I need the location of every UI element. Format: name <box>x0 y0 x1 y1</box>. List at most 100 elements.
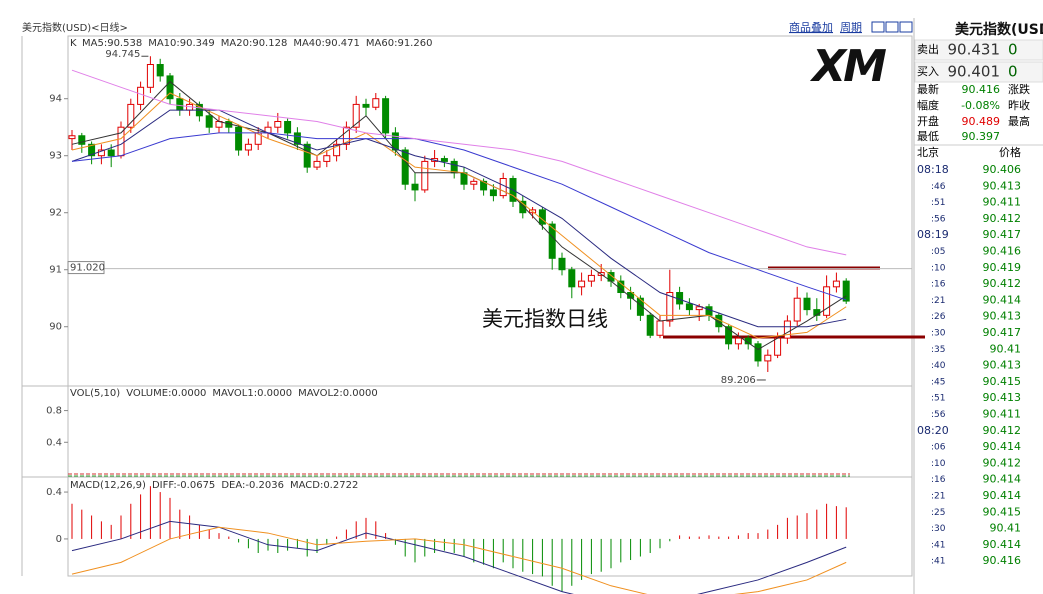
candle-body <box>352 103 360 128</box>
high-label: 94.745 <box>105 49 140 60</box>
candle-body <box>764 354 772 362</box>
candle-body <box>646 314 654 336</box>
y-tick-label: 0.8 <box>46 406 62 417</box>
candle-body <box>548 223 556 259</box>
tick-time: :21 <box>931 492 945 502</box>
candle-body <box>78 135 86 145</box>
tick-time: 08:19 <box>917 228 949 241</box>
overlay-link[interactable]: 商品叠加 <box>789 20 833 34</box>
y-tick-label: 90 <box>49 322 62 333</box>
candle-body <box>244 143 252 151</box>
candle-body <box>725 326 733 345</box>
toolbar-icons[interactable] <box>871 21 913 33</box>
tick-price: 90.415 <box>983 375 1022 388</box>
ma-line <box>71 526 847 594</box>
tick-time: :25 <box>931 508 945 518</box>
quote-label: 买入 <box>917 65 939 78</box>
candle-body <box>705 306 713 316</box>
tick-price: 90.417 <box>983 326 1022 339</box>
tick-time: :51 <box>931 198 945 208</box>
candle-body <box>568 269 576 288</box>
quote-value: 90.416 <box>962 83 1001 96</box>
candle-body <box>499 178 507 197</box>
candle-body <box>88 143 96 157</box>
candle-body <box>823 286 831 316</box>
quote-extra: 0 <box>1008 41 1018 59</box>
candle-body <box>803 297 811 311</box>
candle-body <box>558 257 566 271</box>
window-title: 美元指数(USD)<日线> <box>22 21 128 34</box>
ma-line <box>71 520 847 594</box>
tick-price: 90.417 <box>983 228 1022 241</box>
tick-price: 90.41 <box>990 342 1022 355</box>
low-label: 89.206 <box>721 375 756 386</box>
y-tick-label: 91 <box>49 265 62 276</box>
plot <box>68 56 850 372</box>
tick-price: 90.413 <box>983 310 1022 323</box>
candle-body <box>587 274 595 282</box>
candle-body <box>156 64 164 77</box>
candle-body <box>627 292 635 299</box>
tick-price: 90.419 <box>983 261 1022 274</box>
quote-value: 90.489 <box>962 115 1001 128</box>
quote-row-bg <box>914 39 1043 61</box>
candle-body <box>636 297 644 316</box>
candle-body <box>127 103 135 128</box>
candle-body <box>303 143 311 168</box>
tick-price: 90.415 <box>983 505 1022 518</box>
y-tick-label: 0 <box>56 534 62 545</box>
logo: XM <box>809 41 886 92</box>
tick-price: 90.411 <box>983 408 1022 421</box>
tick-price: 90.414 <box>983 538 1022 551</box>
quote-label: 开盘 <box>917 114 939 128</box>
period-link[interactable]: 周期 <box>840 21 862 34</box>
legend-entry: MA10:90.349 <box>148 38 215 49</box>
tick-price: 90.411 <box>983 196 1022 209</box>
candle-body <box>411 183 419 191</box>
candle-body <box>117 126 125 157</box>
candle-body <box>274 121 282 128</box>
tick-price: 90.413 <box>983 179 1022 192</box>
legend-entry: VOLUME:0.0000 <box>126 388 206 399</box>
tick-price: 90.413 <box>983 359 1022 372</box>
candle-body <box>656 320 664 336</box>
quote-row-bg <box>914 61 1043 83</box>
legend-entry: MA5:90.538 <box>82 38 142 49</box>
candle-body <box>460 172 468 185</box>
logo-box <box>796 42 902 92</box>
tick-price: 90.416 <box>983 554 1022 567</box>
tick-time: :46 <box>931 182 946 192</box>
tick-time: :16 <box>931 475 946 485</box>
legend-prefix: K <box>70 38 77 49</box>
candle-body <box>470 180 478 185</box>
legend-entry: MACD(12,26,9) <box>70 480 146 491</box>
tick-time: 08:20 <box>917 424 949 437</box>
tick-price: 90.412 <box>983 456 1022 469</box>
y-tick-label: 94 <box>49 94 62 105</box>
tick-time: :41 <box>931 540 945 550</box>
ma-line <box>71 132 847 301</box>
candle-body <box>793 297 801 322</box>
candle-body <box>323 155 331 162</box>
quote-label: 最低 <box>917 130 939 143</box>
candle-body <box>421 160 429 191</box>
tick-time: :26 <box>931 312 946 322</box>
candle-body <box>832 280 840 288</box>
tick-price: 90.41 <box>990 522 1022 535</box>
tick-time: :10 <box>931 459 946 469</box>
candle-body <box>440 158 448 162</box>
candle-body <box>685 303 693 311</box>
candle-body <box>480 180 488 191</box>
tick-time: :51 <box>931 394 945 404</box>
tick-time: :05 <box>931 247 945 257</box>
candle-body <box>166 75 174 100</box>
legend-entry: MA20:90.128 <box>221 38 288 49</box>
quote-extra: 昨收 <box>1008 98 1030 112</box>
quote-extra: 最高 <box>1008 114 1030 128</box>
candle-body <box>783 320 791 339</box>
tick-time: :16 <box>931 280 946 290</box>
quote-value: -0.08% <box>961 99 1000 112</box>
tick-price: 90.414 <box>983 489 1022 502</box>
candle-body <box>754 343 762 362</box>
